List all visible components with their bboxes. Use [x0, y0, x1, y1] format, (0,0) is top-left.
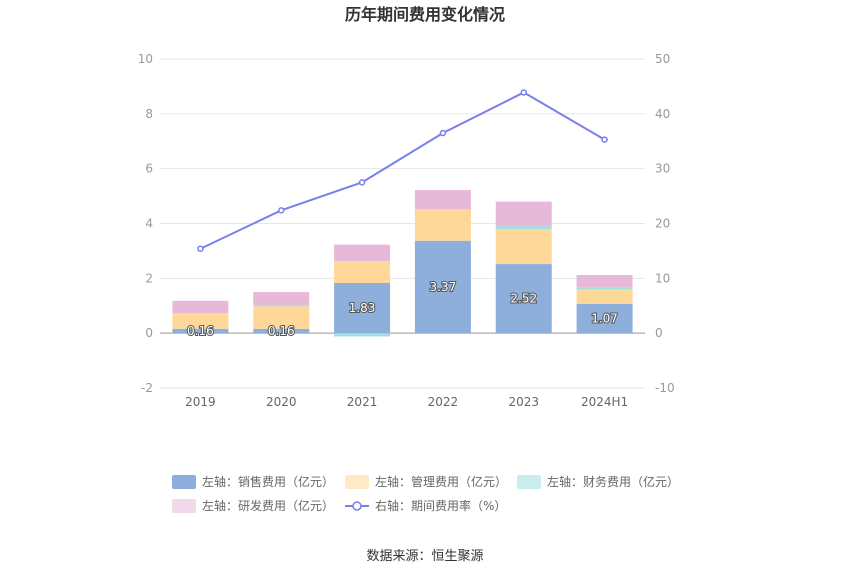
bar-segment — [576, 287, 633, 290]
rate-point — [278, 207, 285, 214]
bar-segment — [495, 264, 552, 334]
bar-segment — [253, 306, 310, 329]
legend-item[interactable]: 左轴：财务费用（亿元） — [517, 474, 679, 489]
right-tick-label: 30 — [655, 162, 670, 176]
bar-segment — [414, 209, 471, 210]
legend-swatch — [517, 475, 541, 489]
bar-value-label: 1.07 — [591, 311, 618, 325]
legend-label: 左轴：研发费用（亿元） — [202, 498, 334, 513]
x-axis-ticks: 2019 2020 2021 2022 2023 2024H1 — [185, 395, 628, 409]
rate-point — [197, 245, 204, 252]
left-tick-label: 10 — [138, 52, 153, 66]
grid — [160, 58, 645, 389]
bar-labels: 0.16 0.16 1.83 3.37 2.52 1.07 — [186, 279, 619, 339]
bar-segment — [334, 333, 391, 337]
bar-segment — [495, 201, 552, 227]
right-tick-label: 40 — [655, 107, 670, 121]
bar-value-label: 2.52 — [510, 292, 537, 306]
x-tick-label: 2023 — [508, 395, 539, 409]
rate-line — [197, 89, 608, 252]
right-tick-label: 20 — [655, 217, 670, 231]
bar-segment — [495, 228, 552, 265]
bar-segment — [172, 313, 229, 314]
bar-segment — [172, 328, 229, 334]
bar-value-label: 1.83 — [349, 301, 376, 315]
source-note: 数据来源：恒生聚源 — [366, 549, 483, 564]
bar-segment — [414, 209, 471, 241]
bar-segment — [253, 305, 310, 307]
bar-segment — [334, 261, 391, 283]
x-tick-label: 2021 — [347, 395, 378, 409]
legend-label: 左轴：管理费用（亿元） — [375, 474, 507, 489]
rate-point — [520, 89, 527, 96]
legend-item[interactable]: 左轴：管理费用（亿元） — [345, 474, 507, 489]
bars — [172, 190, 633, 337]
left-tick-label: -2 — [141, 381, 153, 395]
bar-segment — [172, 313, 229, 329]
legend-item[interactable]: 左轴：研发费用（亿元） — [172, 498, 334, 513]
bar-value-label: 3.37 — [430, 280, 457, 294]
chart-title: 历年期间费用变化情况 — [345, 5, 505, 24]
left-tick-label: 0 — [145, 326, 153, 340]
legend-item[interactable]: 左轴：销售费用（亿元） — [172, 474, 334, 489]
right-axis-ticks: -10 0 10 20 30 40 50 — [655, 52, 675, 395]
x-tick-label: 2024H1 — [581, 395, 628, 409]
right-tick-label: 0 — [655, 326, 663, 340]
right-tick-label: 50 — [655, 52, 670, 66]
left-tick-label: 4 — [145, 217, 153, 231]
legend[interactable]: 左轴：销售费用（亿元） 左轴：管理费用（亿元） 左轴：财务费用（亿元） 左轴：研发费用… — [172, 474, 679, 513]
bar-value-label: 0.16 — [268, 324, 295, 338]
bar-segment — [334, 282, 391, 334]
bar-segment — [576, 275, 633, 288]
x-tick-label: 2019 — [185, 395, 216, 409]
x-tick-label: 2022 — [428, 395, 459, 409]
left-tick-label: 6 — [145, 162, 153, 176]
legend-item[interactable]: 右轴：期间费用率（%） — [345, 498, 506, 513]
left-axis-ticks: -2 0 2 4 6 8 10 — [138, 52, 153, 395]
bar-segment — [414, 240, 471, 334]
bar-segment — [172, 300, 229, 314]
legend-swatch — [172, 499, 196, 513]
rate-point — [358, 179, 366, 186]
rate-line-path — [199, 91, 606, 250]
right-tick-label: -10 — [655, 381, 675, 395]
x-tick-label: 2020 — [266, 395, 297, 409]
bar-segment — [576, 303, 633, 334]
bar-segment — [576, 289, 633, 304]
legend-label: 右轴：期间费用率（%） — [375, 498, 506, 513]
legend-marker — [352, 501, 362, 511]
rate-point — [439, 129, 447, 137]
bar-segment — [334, 244, 391, 262]
legend-label: 左轴：财务费用（亿元） — [547, 474, 679, 489]
bar-segment — [253, 328, 310, 334]
left-tick-label: 2 — [145, 271, 153, 285]
bar-segment — [253, 292, 310, 306]
bar-value-label: 0.16 — [187, 324, 214, 338]
legend-label: 左轴：销售费用（亿元） — [202, 474, 334, 489]
right-tick-label: 10 — [655, 271, 670, 285]
rate-point — [601, 136, 608, 143]
bar-segment — [495, 226, 552, 229]
legend-swatch — [172, 475, 196, 489]
left-tick-label: 8 — [145, 107, 153, 121]
bar-segment — [414, 190, 471, 210]
legend-swatch — [345, 475, 369, 489]
